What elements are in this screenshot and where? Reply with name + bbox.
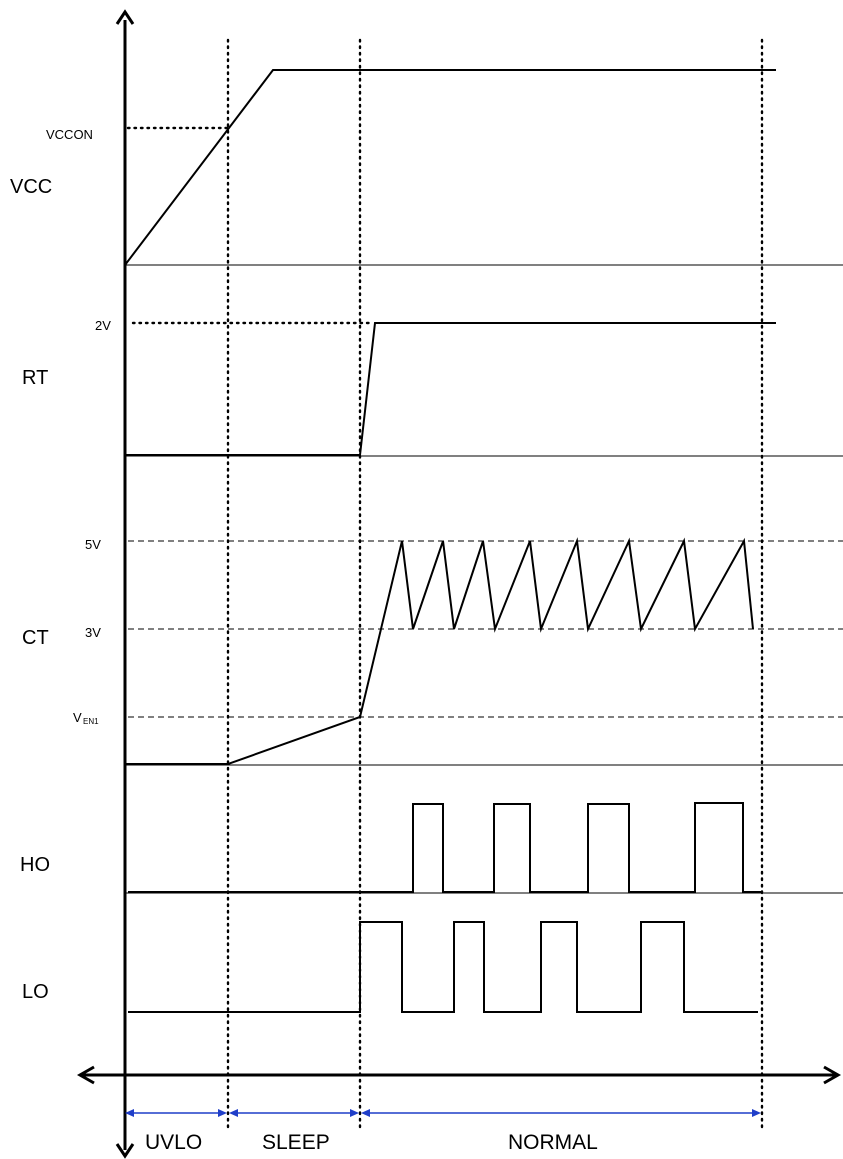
ho-waveform bbox=[128, 802, 762, 893]
ct-label: CT bbox=[22, 627, 49, 649]
time-axis-left-arrow bbox=[76, 1065, 95, 1085]
vcc-waveform bbox=[124, 69, 776, 266]
ho-label: HO bbox=[20, 854, 50, 876]
five-v-label: 5V bbox=[85, 537, 101, 552]
phase-arrow-uvlo bbox=[125, 1109, 227, 1117]
rt-waveform bbox=[125, 322, 776, 456]
phase-label-uvlo: UVLO bbox=[145, 1131, 202, 1154]
two-v-label: 2V bbox=[95, 318, 111, 333]
rt-label: RT bbox=[22, 367, 48, 389]
phase-arrow-normal bbox=[361, 1109, 761, 1117]
ven1-subscript: EN1 bbox=[83, 717, 99, 726]
three-v-label: 3V bbox=[85, 625, 101, 640]
time-axis-right-arrow bbox=[823, 1065, 842, 1085]
phase-arrow-sleep bbox=[229, 1109, 359, 1117]
vcc-label: VCC bbox=[10, 176, 52, 198]
phase-label-sleep: SLEEP bbox=[262, 1131, 330, 1154]
vccon-label: VCCON bbox=[46, 127, 93, 142]
ct-waveform bbox=[125, 537, 754, 765]
vertical-axis-top-arrow bbox=[115, 9, 135, 25]
vertical-axis-bottom-arrow bbox=[115, 1143, 135, 1159]
ven1-label: V bbox=[73, 710, 82, 725]
lo-waveform bbox=[128, 921, 758, 1013]
phase-label-normal: NORMAL bbox=[508, 1131, 598, 1154]
lo-label: LO bbox=[22, 981, 49, 1003]
